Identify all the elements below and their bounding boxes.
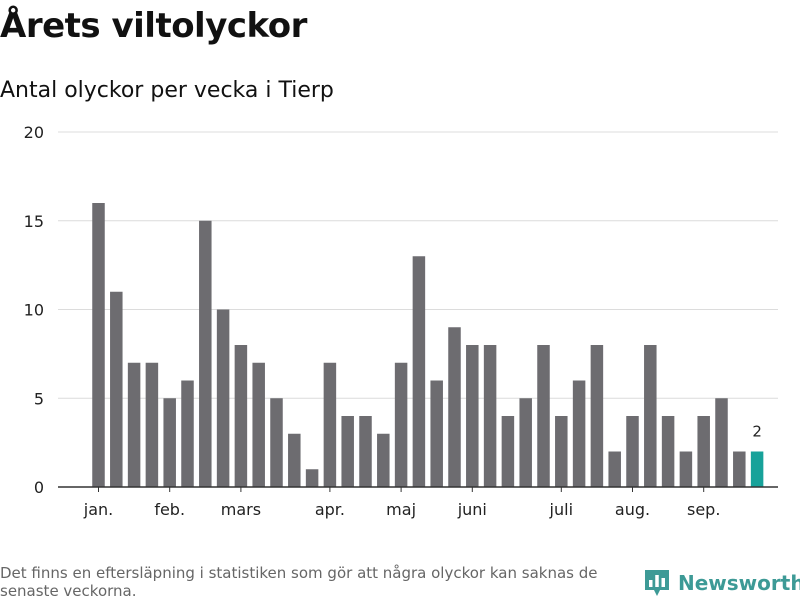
bar xyxy=(270,398,283,487)
bar xyxy=(305,469,319,487)
bar xyxy=(430,380,443,487)
x-tick-label: apr. xyxy=(315,500,345,519)
bar xyxy=(448,327,461,487)
x-tick-label: feb. xyxy=(154,500,185,519)
bar xyxy=(377,433,390,487)
bar xyxy=(555,416,568,487)
bar xyxy=(341,416,354,487)
x-tick-label: mars xyxy=(221,500,261,519)
x-tick-label: juli xyxy=(549,500,573,519)
bar xyxy=(234,345,248,487)
bar xyxy=(145,362,159,487)
bar xyxy=(715,398,728,487)
bar xyxy=(572,380,586,487)
y-tick-label: 5 xyxy=(34,389,44,408)
y-tick-label: 10 xyxy=(24,301,44,320)
bar xyxy=(644,345,657,487)
x-tick-label: aug. xyxy=(615,500,650,519)
bar xyxy=(199,220,212,487)
bar xyxy=(733,451,746,487)
bar xyxy=(127,362,141,487)
chart-title: Årets viltolyckor xyxy=(0,6,307,46)
bar xyxy=(679,451,693,487)
bar xyxy=(216,309,230,487)
bar xyxy=(288,433,301,487)
chart-subtitle: Antal olyckor per vecka i Tierp xyxy=(0,78,334,103)
bar-chart-badge-icon xyxy=(645,570,669,596)
bar xyxy=(697,416,710,487)
y-tick-label: 20 xyxy=(24,123,44,142)
bar xyxy=(323,362,337,487)
bar xyxy=(181,380,194,487)
bar xyxy=(394,362,408,487)
x-tick-label: sep. xyxy=(687,500,720,519)
data-label: 2 xyxy=(752,423,762,441)
brand-name: Newsworthy xyxy=(678,571,800,595)
bar xyxy=(590,345,604,487)
brand: Newsworthy xyxy=(644,569,800,597)
x-tick-label: jan. xyxy=(83,500,113,519)
bar xyxy=(501,416,515,487)
bar xyxy=(483,345,497,487)
bar xyxy=(359,416,372,487)
bar xyxy=(537,345,550,487)
x-tick-label: maj xyxy=(386,500,416,519)
bar xyxy=(519,398,532,487)
bar xyxy=(92,203,105,487)
bar xyxy=(110,291,123,487)
bar xyxy=(626,416,639,487)
bar xyxy=(252,362,265,487)
bar xyxy=(412,256,426,487)
bar xyxy=(608,451,621,487)
bar xyxy=(163,398,176,487)
footnote: Det finns en eftersläpning i statistiken… xyxy=(0,564,598,600)
y-tick-label: 0 xyxy=(34,478,44,497)
bar-highlight xyxy=(750,451,764,487)
bar xyxy=(661,416,675,487)
x-tick-label: juni xyxy=(457,500,487,519)
bar xyxy=(466,345,479,487)
y-tick-label: 15 xyxy=(24,212,44,231)
